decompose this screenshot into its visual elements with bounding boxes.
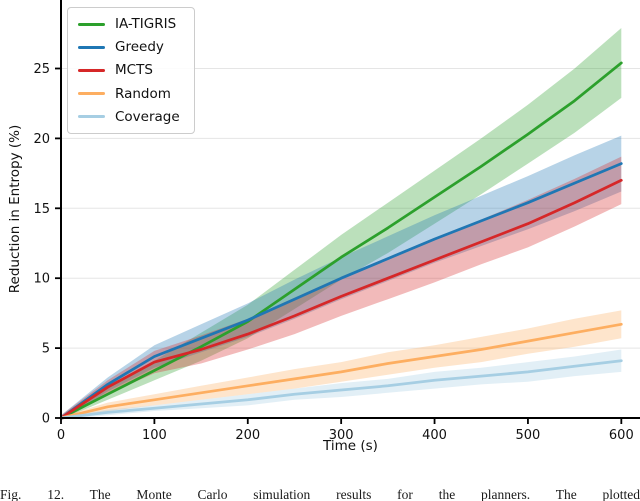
y-axis-label: Reduction in Entropy (%) (7, 124, 24, 294)
legend-swatch-ia-tigris (78, 22, 105, 26)
legend-item-coverage: Coverage (78, 109, 180, 125)
x-tick-label-400: 400 (422, 428, 447, 443)
legend-swatch-coverage (78, 115, 105, 119)
legend-label-greedy: Greedy (115, 39, 164, 56)
legend-label-coverage: Coverage (115, 108, 180, 125)
figure-caption: Fig. 12. The Monte Carlo simulation resu… (0, 487, 640, 501)
series-line-random (59, 322, 623, 420)
series-line-coverage (59, 359, 623, 420)
x-tick-label-500: 500 (516, 428, 541, 443)
y-tick-label-15: 15 (33, 202, 50, 217)
y-tick-label-20: 20 (33, 132, 50, 147)
x-tick-label-200: 200 (235, 428, 260, 443)
legend-item-ia-tigris: IA-TIGRIS (78, 16, 180, 32)
y-tick-label-10: 10 (33, 272, 50, 287)
legend-label-mcts: MCTS (115, 62, 153, 79)
x-tick-label-100: 100 (142, 428, 167, 443)
legend-label-random: Random (115, 85, 171, 102)
series-line-greedy (59, 162, 623, 420)
y-tick-label-0: 0 (42, 412, 50, 427)
x-tick-label-600: 600 (609, 428, 634, 443)
x-tick-label-300: 300 (329, 428, 354, 443)
x-tick-label-0: 0 (57, 428, 65, 443)
legend-label-ia-tigris: IA-TIGRIS (115, 16, 177, 32)
legend-item-mcts: MCTS (78, 62, 180, 78)
series-band-coverage (61, 349, 622, 420)
entropy-reduction-chart: 0 100 200 300 400 500 600 0 5 10 15 20 25 (33, 0, 640, 443)
legend-swatch-mcts (78, 68, 105, 72)
x-axis-label: Time (s) (323, 438, 378, 454)
series-line-mcts (59, 178, 623, 420)
y-tick-label-5: 5 (42, 342, 50, 357)
legend-item-random: Random (78, 86, 180, 102)
legend-swatch-random (78, 92, 105, 96)
series-line-ia-tigris (59, 61, 623, 420)
y-tick-label-25: 25 (33, 62, 50, 77)
series-band-mcts (61, 156, 622, 421)
legend-item-greedy: Greedy (78, 39, 180, 55)
legend-swatch-greedy (78, 45, 105, 49)
legend: IA-TIGRIS Greedy MCTS Random Coverage (67, 7, 195, 134)
